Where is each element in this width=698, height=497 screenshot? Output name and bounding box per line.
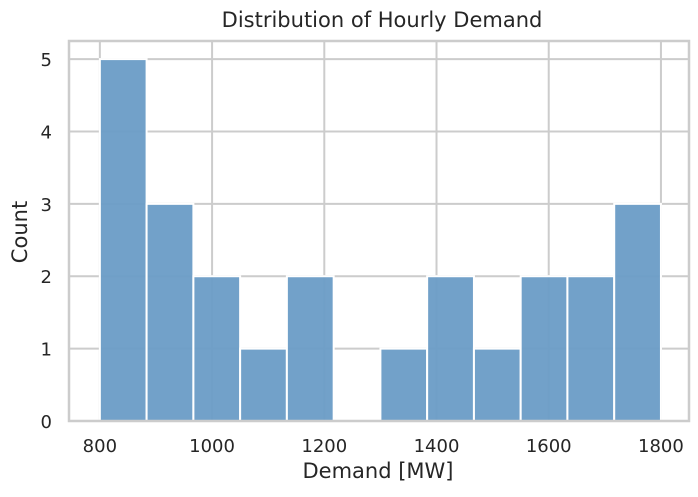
histogram-bar (613, 202, 662, 422)
x-tick-label: 1800 (638, 436, 684, 457)
x-tick-label: 1000 (189, 436, 235, 457)
histogram-bar (472, 347, 522, 422)
y-axis-ticks: 0 1 2 3 4 5 (41, 50, 52, 433)
histogram-bars (98, 58, 662, 422)
y-tick-label: 3 (41, 195, 52, 216)
chart-title: Distribution of Hourly Demand (222, 8, 543, 32)
x-tick-label: 1200 (301, 436, 347, 457)
histogram-bar (98, 58, 148, 422)
y-tick-label: 5 (41, 50, 52, 71)
y-tick-label: 0 (41, 412, 52, 433)
x-axis-ticks: 800 1000 1200 1400 1600 1800 (83, 436, 684, 457)
histogram-bar (145, 202, 195, 422)
plot-area-frame (67, 39, 691, 423)
y-tick-label: 4 (41, 122, 52, 143)
x-tick-label: 1600 (526, 436, 572, 457)
histogram-bar (519, 275, 569, 422)
y-tick-label: 2 (41, 267, 52, 288)
x-axis-label: Demand [MW] (303, 459, 454, 483)
y-axis-label: Count (8, 201, 32, 263)
y-tick-label: 1 (41, 340, 52, 361)
x-tick-label: 800 (83, 436, 117, 457)
histogram-bar (285, 275, 335, 422)
histogram-bar (566, 275, 616, 422)
histogram-bar (426, 275, 475, 422)
histogram-bar (239, 347, 288, 422)
histogram-bar (379, 347, 429, 422)
histogram-bar (192, 275, 242, 422)
x-tick-label: 1400 (414, 436, 460, 457)
